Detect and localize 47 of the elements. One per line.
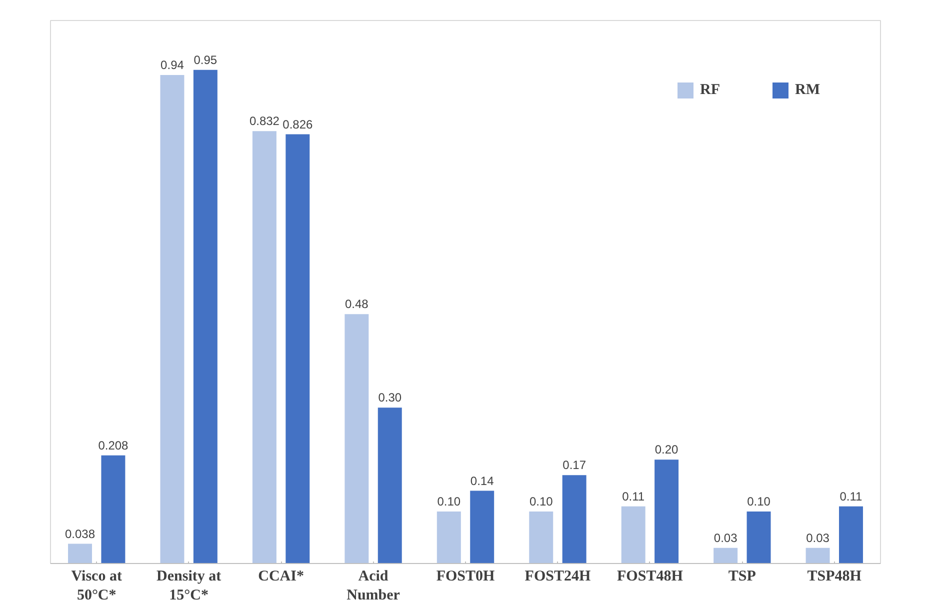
x-tick-label: CCAI* (258, 568, 304, 584)
bar (562, 475, 586, 564)
x-tick-label: FOST0H (436, 568, 496, 584)
x-tick-label: Density at 15°C* (156, 568, 222, 604)
bar (101, 455, 126, 564)
data-label: 0.826 (282, 117, 313, 132)
data-label: 0.94 (160, 58, 184, 72)
data-label: 0.03 (714, 530, 738, 545)
data-label: 0.10 (437, 494, 461, 509)
x-tick-label: Visco at 50°C* (71, 568, 122, 604)
data-label: 0.10 (529, 494, 554, 509)
bar (344, 314, 369, 564)
x-tick-label: FOST24H (524, 568, 591, 584)
data-label: 0.30 (378, 390, 402, 405)
data-label: 0.11 (840, 489, 863, 504)
bar (714, 548, 738, 564)
bar (806, 548, 830, 564)
data-label: 0.208 (98, 438, 129, 452)
bar (746, 512, 771, 564)
legend-label: RF (700, 82, 720, 98)
bar (470, 490, 494, 564)
legend-label: RM (795, 82, 820, 98)
bar (68, 544, 92, 564)
data-label: 0.038 (64, 526, 96, 541)
bar (621, 506, 646, 564)
bar (160, 75, 184, 564)
bar (839, 506, 863, 564)
x-tick-label: FOST48H (617, 568, 684, 584)
bar (529, 512, 554, 564)
data-label: 0.48 (345, 297, 369, 312)
data-label: 0.95 (194, 52, 218, 67)
data-label: 0.17 (562, 458, 586, 472)
x-tick-label: TSP (728, 568, 756, 584)
data-label: 0.832 (249, 114, 280, 128)
data-label: 0.20 (654, 442, 679, 457)
x-tick-label: Acid Number (346, 568, 400, 604)
bar (193, 70, 218, 564)
bar (252, 131, 276, 564)
bar (378, 408, 402, 564)
bar (436, 512, 461, 564)
bar (654, 460, 679, 564)
data-label: 0.03 (806, 530, 830, 545)
bar (286, 134, 310, 564)
data-label: 0.14 (470, 474, 494, 488)
data-label: 0.10 (747, 494, 771, 509)
x-tick-label: TSP48H (807, 568, 862, 584)
data-label: 0.11 (622, 489, 645, 504)
